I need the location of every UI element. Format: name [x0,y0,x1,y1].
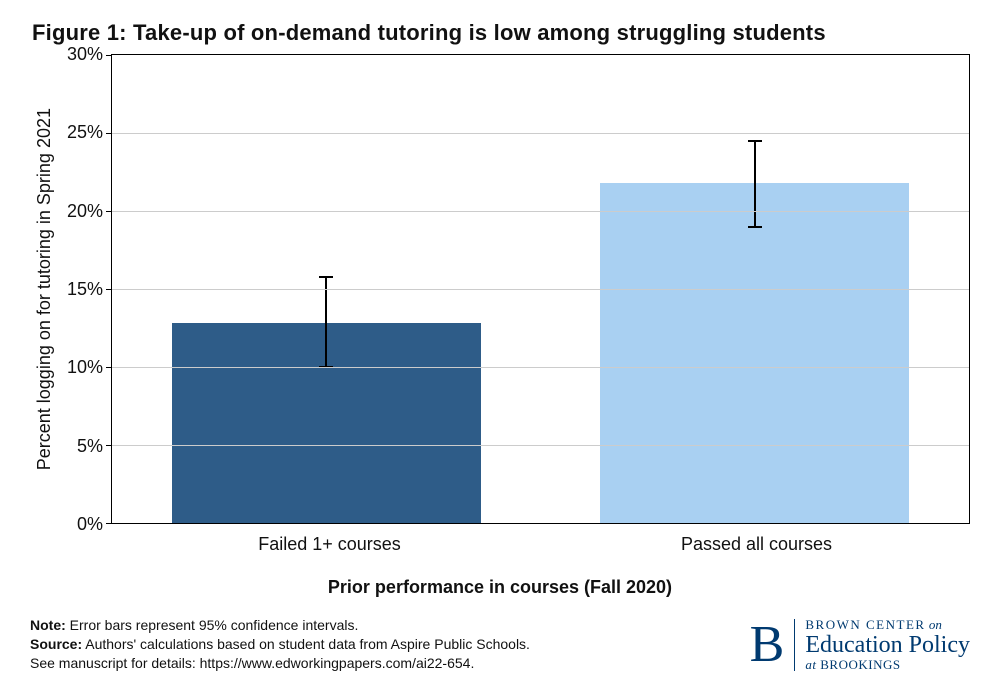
x-tick-label: Passed all courses [543,534,970,555]
gridline [112,211,969,212]
figure-footer: Note: Error bars represent 95% confidenc… [30,616,970,673]
y-axis-ticks: 30%25%20%15%10%5%0% [55,54,111,524]
x-axis-labels-row: Failed 1+ coursesPassed all courses [30,524,970,555]
gridline [112,367,969,368]
brookings-logo: B BROWN CENTER on Education Policy at BR… [750,618,970,673]
y-axis-title: Percent logging on for tutoring in Sprin… [30,108,55,470]
plot-area [111,54,970,524]
figure-notes: Note: Error bars represent 95% confidenc… [30,616,530,673]
gridline [112,445,969,446]
y-tick-mark [106,211,112,212]
y-tick-mark [106,367,112,368]
y-tick-mark [106,445,112,446]
gridline [112,133,969,134]
note-label: Note: [30,617,66,633]
y-tick-mark [106,133,112,134]
error-bar [325,277,327,367]
x-axis-labels: Failed 1+ coursesPassed all courses [116,524,970,555]
logo-line3-a: at [805,657,816,672]
error-bar [754,141,756,227]
x-tick-label: Failed 1+ courses [116,534,543,555]
y-tick-mark [106,523,112,524]
logo-line1-b: on [926,617,942,632]
x-axis-title: Prior performance in courses (Fall 2020) [30,577,970,598]
logo-line2: Education Policy [805,632,970,658]
y-tick-mark [106,289,112,290]
plot-row: Percent logging on for tutoring in Sprin… [30,54,970,524]
figure-title: Figure 1: Take-up of on-demand tutoring … [32,20,970,46]
logo-text: BROWN CENTER on Education Policy at BROO… [805,618,970,673]
logo-line1-a: BROWN CENTER [805,617,925,632]
error-bar-cap [319,276,333,278]
manuscript-text: See manuscript for details: https://www.… [30,654,530,673]
note-text: Error bars represent 95% confidence inte… [66,617,359,633]
error-bar-cap [748,140,762,142]
error-bar-cap [748,226,762,228]
source-text: Authors' calculations based on student d… [82,636,530,652]
logo-line3-b: BROOKINGS [816,657,900,672]
figure-container: Figure 1: Take-up of on-demand tutoring … [0,0,1000,667]
bar [600,183,909,523]
source-label: Source: [30,636,82,652]
y-tick-mark [106,55,112,56]
gridline [112,289,969,290]
logo-letter: B [750,619,796,671]
